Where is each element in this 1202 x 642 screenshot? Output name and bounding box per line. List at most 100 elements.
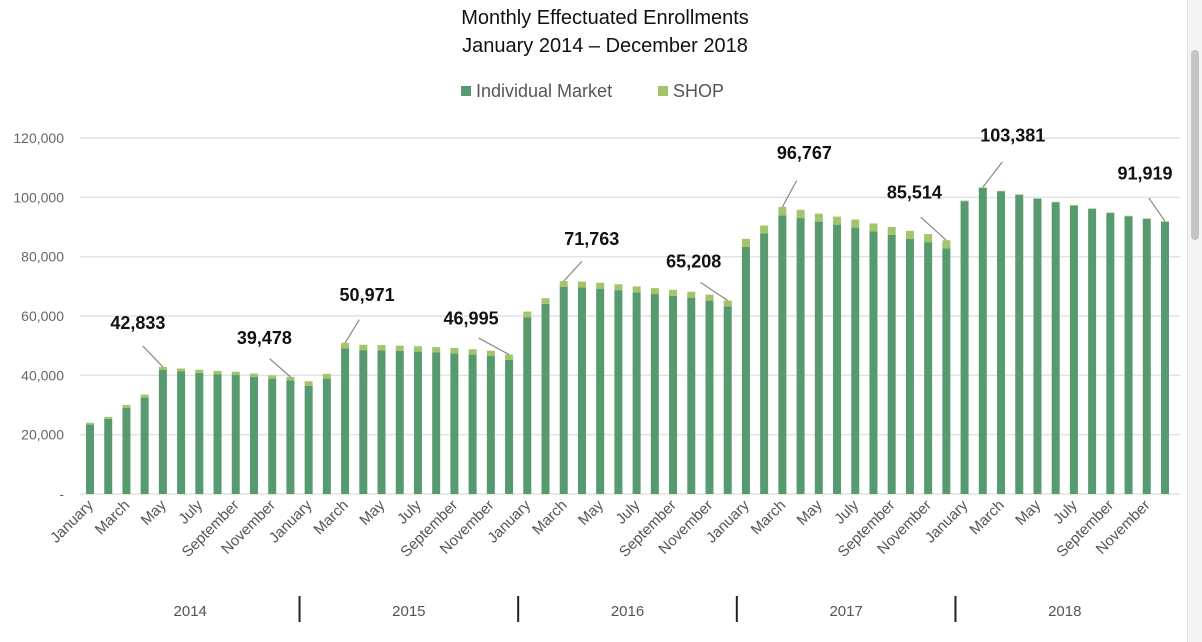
y-tick-label: 40,000 (21, 367, 64, 383)
x-tick-label: July (613, 496, 644, 527)
bar-shop (468, 349, 477, 355)
bar-shop (814, 213, 823, 222)
data-label: 103,381 (980, 125, 1045, 145)
bar-shop (268, 375, 277, 379)
bar-individual-market (559, 286, 568, 494)
x-tick-label: July (394, 496, 425, 527)
bar-shop (905, 230, 914, 239)
x-tick-label: May (356, 496, 388, 528)
bar-shop (377, 345, 386, 351)
data-label-leader (269, 358, 291, 378)
data-label-leader (781, 180, 798, 208)
bar-individual-market (104, 418, 113, 494)
bar-individual-market (322, 378, 331, 494)
bar-individual-market (905, 238, 914, 494)
bar-individual-market (304, 386, 313, 494)
bar-shop (177, 368, 186, 372)
bar-shop (1124, 215, 1133, 217)
bar-individual-market (741, 246, 750, 494)
bar-individual-market (1088, 208, 1097, 495)
bar-shop (304, 381, 313, 387)
bar-individual-market (213, 374, 222, 494)
bar-shop (778, 206, 787, 216)
bar-shop (632, 286, 641, 293)
bar-individual-market (924, 242, 933, 494)
bar-shop (432, 347, 441, 353)
data-label-leader (982, 161, 1003, 188)
bar-individual-market (195, 372, 204, 494)
y-tick-label: 120,000 (13, 130, 64, 146)
x-tick-label: March (92, 497, 133, 538)
bar-shop (924, 234, 933, 243)
legend-swatch-individual (461, 86, 471, 96)
bar-shop (741, 238, 750, 247)
x-tick-label: July (831, 496, 862, 527)
bar-individual-market (432, 352, 441, 494)
bar-shop (960, 200, 969, 202)
bar-shop (523, 311, 532, 318)
data-label-leader (1148, 197, 1166, 222)
data-label: 71,763 (564, 229, 619, 249)
bar-individual-market (614, 290, 623, 494)
y-tick-label: - (59, 486, 64, 502)
data-label: 46,995 (444, 309, 499, 329)
x-tick-label: July (1050, 496, 1081, 527)
bar-individual-market (814, 221, 823, 494)
bar-shop (1088, 208, 1097, 209)
bar-individual-market (505, 359, 514, 494)
bar-individual-market (869, 231, 878, 494)
bar-shop (122, 405, 131, 408)
bar-individual-market (1051, 202, 1060, 495)
x-tick-label: March (748, 497, 789, 538)
x-tick-label: May (575, 496, 607, 528)
bar-individual-market (122, 407, 131, 494)
bar-shop (614, 284, 623, 291)
data-label: 96,767 (777, 143, 832, 163)
bar-shop (796, 209, 805, 219)
bar-shop (887, 227, 896, 236)
bar-individual-market (796, 218, 805, 494)
year-label: 2014 (174, 603, 207, 620)
gridlines (80, 137, 1180, 495)
bar-individual-market (268, 378, 277, 494)
bar-shop (86, 422, 94, 425)
bar-shop (705, 294, 714, 301)
bar-shop (1142, 218, 1151, 219)
bar-individual-market (1033, 198, 1042, 495)
x-tick-label: May (1012, 496, 1044, 528)
data-label: 50,971 (340, 285, 395, 305)
data-label: 42,833 (110, 313, 165, 333)
y-axis-ticks: - 20,000 40,000 60,000 80,000 100,000 120,000 (13, 130, 64, 502)
bar-individual-market (1142, 218, 1151, 495)
scrollbar[interactable] (1187, 0, 1202, 642)
bar-shop (140, 394, 149, 398)
x-tick-label: July (175, 496, 206, 527)
bar-shop (286, 376, 295, 381)
bar-individual-market (632, 292, 641, 494)
bar-individual-market (1069, 205, 1078, 494)
chart-subtitle: January 2014 – December 2018 (462, 35, 748, 57)
bar-individual-market (1124, 216, 1133, 494)
bar-shop (395, 345, 404, 352)
bar-shop (249, 373, 258, 377)
data-label-leader (563, 260, 583, 282)
bar-individual-market (760, 233, 769, 494)
bar-shop (322, 373, 331, 379)
bar-individual-market (523, 317, 532, 494)
bar-shop (1033, 198, 1042, 199)
scrollbar-thumb[interactable] (1191, 50, 1199, 240)
bar-shop (559, 281, 568, 287)
bar-individual-market (833, 224, 842, 495)
bar-individual-market (687, 297, 696, 494)
bar-shop (978, 187, 987, 188)
bar-individual-market (723, 306, 732, 494)
bar-individual-market (887, 235, 896, 494)
bar-shop (158, 366, 167, 370)
bar-individual-market (286, 380, 295, 494)
bar-shop (723, 300, 732, 307)
bar-individual-market (1106, 213, 1115, 494)
bar-individual-market (341, 348, 350, 494)
bar-individual-market (359, 350, 368, 494)
bar-shop (341, 342, 350, 349)
bar-shop (669, 289, 678, 296)
